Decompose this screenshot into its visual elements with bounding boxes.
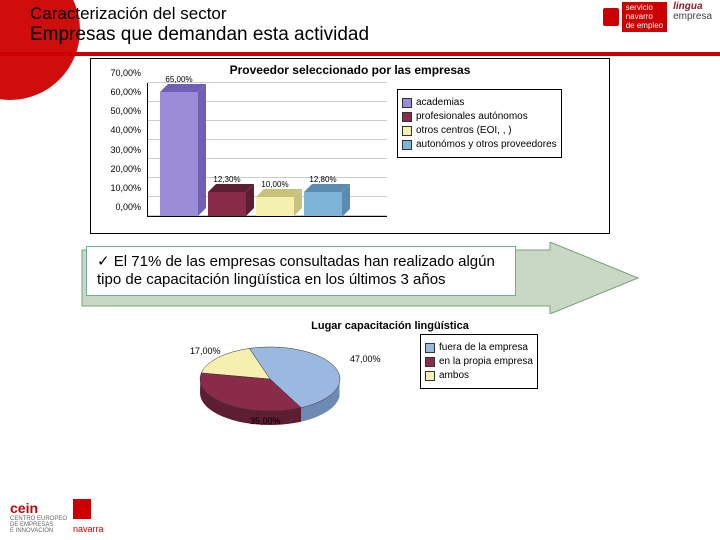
legend-item: fuera de la empresa: [425, 342, 533, 353]
shield-icon: [603, 8, 619, 26]
legend-label: en la propia empresa: [439, 356, 533, 367]
legend-swatch: [425, 371, 435, 381]
bar-2: 10,00%: [256, 197, 294, 216]
logo-sne: servicio navarro de empleo: [603, 2, 667, 32]
callout-box: ✓ El 71% de las empresas consultadas han…: [86, 246, 516, 296]
legend-swatch: [402, 98, 412, 108]
y-tick-label: 20,00%: [110, 164, 141, 174]
y-tick-label: 50,00%: [110, 106, 141, 116]
navarra-icon: [73, 499, 91, 519]
logo-lingua: lingua empresa: [673, 2, 712, 32]
legend-item: ambos: [425, 370, 533, 381]
bar-0: 65,00%: [160, 92, 198, 216]
footer-sub3: E INNOVACIÓN: [10, 528, 67, 534]
pie-label-2: 17,00%: [190, 346, 221, 356]
bar-value-label: 10,00%: [261, 180, 288, 189]
footer-logo: cein CENTRO EUROPEO DE EMPRESAS E INNOVA…: [10, 499, 104, 534]
logo-sne-text: servicio navarro de empleo: [622, 2, 667, 32]
legend-item: en la propia empresa: [425, 356, 533, 367]
legend-item: autonómos y otros proveedores: [402, 139, 557, 150]
bar-1: 12,30%: [208, 192, 246, 216]
legend-label: academias: [416, 97, 464, 108]
legend-label: profesionales autónomos: [416, 111, 528, 122]
legend-swatch: [425, 357, 435, 367]
y-tick-label: 0,00%: [115, 202, 141, 212]
legend-label: ambos: [439, 370, 469, 381]
legend-label: fuera de la empresa: [439, 342, 528, 353]
callout-text: El 71% de las empresas consultadas han r…: [97, 253, 495, 288]
logo-lingua-l2: empresa: [673, 12, 712, 22]
legend-swatch: [402, 126, 412, 136]
pie-label-0: 47,00%: [350, 354, 381, 364]
logo-sne-l3: de empleo: [626, 22, 663, 31]
callout: ✓ El 71% de las empresas consultadas han…: [80, 242, 580, 292]
bar-chart-container: Proveedor seleccionado por las empresas …: [90, 58, 610, 234]
y-tick-label: 40,00%: [110, 125, 141, 135]
footer-brand: navarra: [73, 524, 104, 534]
bar-value-label: 65,00%: [165, 75, 192, 84]
pie-chart-legend: fuera de la empresa en la propia empresa a…: [420, 334, 538, 389]
legend-item: profesionales autónomos: [402, 111, 557, 122]
y-tick-label: 70,00%: [110, 68, 141, 78]
y-tick-label: 10,00%: [110, 183, 141, 193]
legend-label: autonómos y otros proveedores: [416, 139, 557, 150]
bar-value-label: 12,30%: [213, 175, 240, 184]
pie-label-1: 35,00%: [250, 416, 281, 426]
header-logos: servicio navarro de empleo lingua empres…: [603, 2, 712, 32]
legend-item: academias: [402, 97, 557, 108]
legend-label: otros centros (EOI, , ): [416, 125, 512, 136]
pie-chart-title: Lugar capacitación lingüística: [150, 320, 630, 332]
pie-chart-container: Lugar capacitación lingüística 47,00% 35…: [150, 320, 630, 430]
bar-chart: 0,00% 10,00% 20,00% 30,00% 40,00% 50,00% 60,00…: [97, 79, 387, 227]
y-tick-label: 60,00%: [110, 87, 141, 97]
check-icon: ✓: [97, 253, 110, 270]
legend-item: otros centros (EOI, , ): [402, 125, 557, 136]
bar-3: 12,80%: [304, 192, 342, 217]
footer-cein: cein: [10, 500, 67, 516]
legend-swatch: [402, 112, 412, 122]
legend-swatch: [402, 140, 412, 150]
bar-chart-plot: 65,00% 12,30% 10,00% 12,80%: [147, 83, 387, 217]
pie-chart: 47,00% 35,00% 17,00%: [150, 334, 410, 430]
bar-chart-yaxis: 0,00% 10,00% 20,00% 30,00% 40,00% 50,00% 60,00…: [97, 83, 145, 217]
legend-swatch: [425, 343, 435, 353]
y-tick-label: 30,00%: [110, 145, 141, 155]
bar-chart-legend: academias profesionales autónomos otros ce…: [397, 89, 562, 158]
bar-value-label: 12,80%: [309, 175, 336, 184]
slide-header: Caracterización del sector Empresas que …: [0, 0, 720, 56]
